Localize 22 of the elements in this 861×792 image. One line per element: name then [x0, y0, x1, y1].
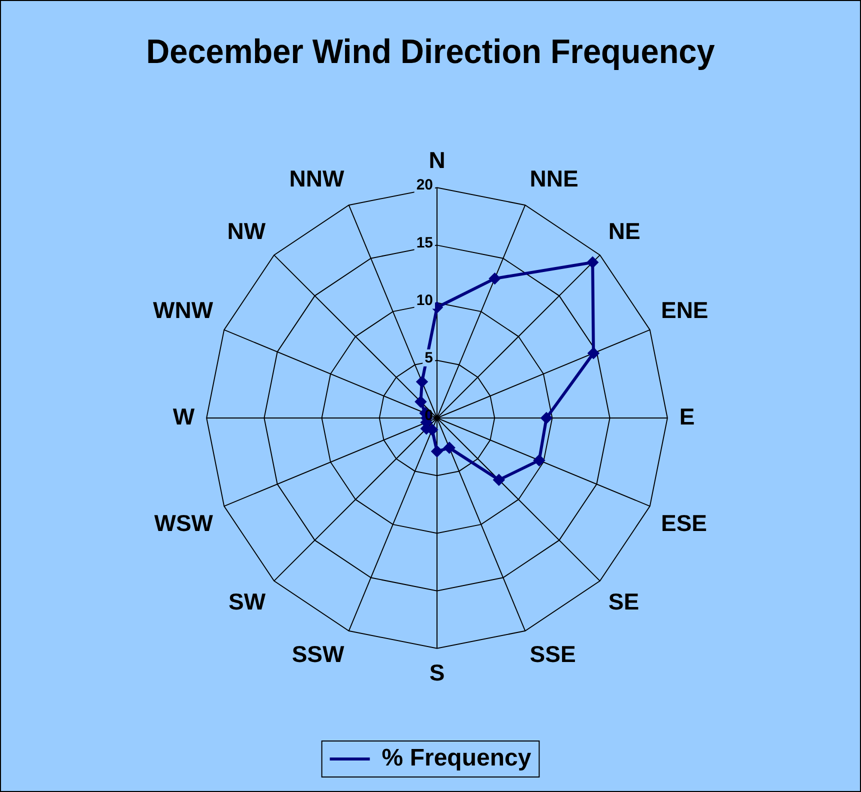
spoke-label: NE: [608, 218, 640, 244]
spoke-label: ESE: [660, 510, 708, 536]
spoke-label: N: [428, 147, 446, 174]
spoke-label: WNW: [152, 296, 214, 323]
spoke-label: NNE: [530, 166, 578, 192]
spoke-label: SW: [228, 588, 266, 615]
spoke-label: NNW: [289, 166, 345, 192]
spoke-label: WSW: [154, 510, 214, 536]
legend-label: % Frequency: [382, 744, 532, 772]
spoke-label: SSE: [530, 641, 576, 668]
spoke-label: NW: [227, 218, 266, 244]
y-tick-label: 20: [416, 176, 433, 194]
y-tick-label: 10: [416, 292, 433, 309]
y-tick-label: 5: [424, 350, 433, 367]
spoke-label: S: [429, 660, 445, 686]
spoke-label: SSW: [292, 641, 345, 668]
chart-title: December Wind Direction Frequency: [146, 33, 716, 71]
spoke-label: SE: [608, 588, 640, 615]
y-tick-label: 15: [416, 234, 433, 252]
spoke-label: E: [679, 403, 695, 430]
spoke-label: W: [172, 403, 195, 430]
spoke-label: ENE: [660, 296, 708, 323]
